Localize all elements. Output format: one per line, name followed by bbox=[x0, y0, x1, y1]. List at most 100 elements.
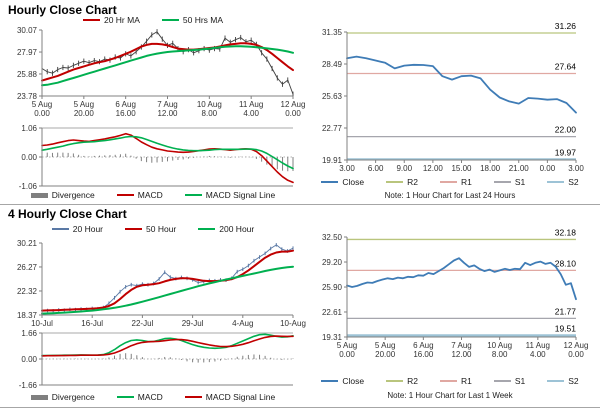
svg-text:16.00: 16.00 bbox=[413, 350, 434, 359]
line-swatch-icon bbox=[198, 228, 216, 230]
svg-text:10 Aug: 10 Aug bbox=[487, 341, 512, 350]
svg-text:10 Aug: 10 Aug bbox=[197, 100, 222, 109]
svg-text:27.64: 27.64 bbox=[555, 62, 577, 72]
hourly-macd-chart: 1.06 0.00 -1.06 bbox=[19, 124, 294, 191]
legend-item-close: Close bbox=[321, 177, 364, 187]
line-swatch-icon bbox=[547, 181, 565, 183]
svg-text:4.00: 4.00 bbox=[530, 350, 546, 359]
svg-text:0.00: 0.00 bbox=[34, 109, 50, 118]
pivot-24h-chart: 31.26 27.64 22.00 19.97 31.35 28.49 25.63 22.77… bbox=[322, 21, 584, 173]
4hourly-macd-legend: Divergence MACD MACD Signal Line bbox=[8, 392, 298, 402]
svg-text:22-Jul: 22-Jul bbox=[132, 319, 154, 328]
hourly-macd-legend: Divergence MACD MACD Signal Line bbox=[8, 190, 298, 200]
svg-text:12 Aug: 12 Aug bbox=[564, 341, 589, 350]
line-swatch-icon bbox=[439, 181, 457, 183]
svg-text:28.49: 28.49 bbox=[322, 60, 343, 69]
line-swatch-icon bbox=[184, 194, 202, 196]
legend-item-r2: R2 bbox=[386, 177, 418, 187]
pivot-24h-legend: Close R2 R1 S1 S2 bbox=[302, 177, 598, 187]
svg-text:19.91: 19.91 bbox=[322, 156, 343, 165]
legend-item-20-hr-ma: 20 Hr MA bbox=[82, 15, 140, 25]
svg-text:30.21: 30.21 bbox=[17, 239, 38, 248]
line-swatch-icon bbox=[321, 380, 339, 382]
svg-text:16-Jul: 16-Jul bbox=[81, 319, 103, 328]
svg-text:7 Aug: 7 Aug bbox=[157, 100, 177, 109]
4hourly-macd-chart: 1.66 0.00 -1.66 bbox=[19, 329, 294, 390]
legend-item-50-hrs-ma: 50 Hrs MA bbox=[161, 15, 223, 25]
line-swatch-icon bbox=[116, 396, 134, 398]
line-swatch-icon bbox=[125, 228, 143, 230]
svg-text:11 Aug: 11 Aug bbox=[526, 341, 550, 350]
line-swatch-icon bbox=[547, 380, 565, 382]
svg-text:11 Aug: 11 Aug bbox=[239, 100, 263, 109]
legend-label: 20 Hour bbox=[72, 224, 104, 234]
legend-item-s2: S2 bbox=[547, 376, 579, 386]
bottom-divider bbox=[0, 407, 600, 408]
svg-text:3.00: 3.00 bbox=[339, 164, 355, 173]
svg-text:31.35: 31.35 bbox=[322, 28, 343, 37]
svg-text:0.00: 0.00 bbox=[21, 153, 37, 162]
svg-text:12.00: 12.00 bbox=[157, 109, 178, 118]
svg-text:8.00: 8.00 bbox=[202, 109, 218, 118]
svg-text:7 Aug: 7 Aug bbox=[451, 341, 471, 350]
svg-text:20.00: 20.00 bbox=[375, 350, 396, 359]
legend-item-r2: R2 bbox=[386, 376, 418, 386]
section-title-hourly: Hourly Close Chart bbox=[8, 3, 117, 17]
svg-text:3.00: 3.00 bbox=[568, 164, 584, 173]
svg-text:21.00: 21.00 bbox=[509, 164, 530, 173]
chart-note-week: Note: 1 Hour Chart for Last 1 Week bbox=[387, 391, 513, 400]
bar-swatch-icon bbox=[30, 394, 48, 400]
legend-item-200-hour: 200 Hour bbox=[198, 224, 254, 234]
svg-text:32.18: 32.18 bbox=[555, 227, 577, 237]
legend-item-s1: S1 bbox=[493, 177, 526, 187]
svg-text:15.00: 15.00 bbox=[451, 164, 472, 173]
svg-text:25.88: 25.88 bbox=[17, 70, 38, 79]
line-swatch-icon bbox=[161, 19, 179, 21]
legend-item-divergence: Divergence bbox=[30, 190, 95, 200]
legend-item-s1: S1 bbox=[493, 376, 525, 386]
svg-text:30.07: 30.07 bbox=[17, 26, 38, 35]
legend-label: S1 bbox=[514, 177, 526, 187]
svg-text:28.10: 28.10 bbox=[555, 258, 577, 268]
svg-text:8.00: 8.00 bbox=[492, 350, 508, 359]
svg-text:32.50: 32.50 bbox=[322, 233, 343, 242]
svg-text:18.37: 18.37 bbox=[17, 311, 38, 320]
legend-label: S2 bbox=[568, 376, 579, 386]
svg-text:31.26: 31.26 bbox=[555, 21, 577, 31]
legend-label: R1 bbox=[460, 177, 472, 187]
legend-label: MACD bbox=[137, 190, 163, 200]
svg-text:25.63: 25.63 bbox=[322, 92, 343, 101]
svg-text:6.00: 6.00 bbox=[368, 164, 384, 173]
svg-text:5 Aug: 5 Aug bbox=[375, 341, 395, 350]
svg-text:5 Aug: 5 Aug bbox=[74, 100, 94, 109]
svg-text:12.00: 12.00 bbox=[451, 350, 472, 359]
legend-label: Divergence bbox=[51, 190, 95, 200]
svg-text:5 Aug: 5 Aug bbox=[32, 100, 52, 109]
line-swatch-icon bbox=[82, 19, 100, 21]
svg-text:0.00: 0.00 bbox=[540, 164, 556, 173]
legend-item-macd: MACD bbox=[116, 392, 163, 402]
line-swatch-icon bbox=[386, 380, 404, 382]
pivot-week-legend: Close R2 R1 S1 S2 bbox=[302, 376, 598, 386]
line-swatch-icon bbox=[493, 380, 511, 382]
legend-label: 50 Hour bbox=[146, 224, 177, 234]
legend-item-50-hour: 50 Hour bbox=[125, 224, 176, 234]
svg-text:20.00: 20.00 bbox=[74, 109, 95, 118]
svg-text:1.66: 1.66 bbox=[21, 329, 37, 338]
legend-item-macd-signal-line: MACD Signal Line bbox=[184, 190, 275, 200]
svg-text:29.20: 29.20 bbox=[322, 258, 343, 267]
svg-text:6 Aug: 6 Aug bbox=[115, 100, 135, 109]
svg-text:5 Aug: 5 Aug bbox=[337, 341, 357, 350]
svg-text:27.97: 27.97 bbox=[17, 48, 38, 57]
hourly-price-legend: 20 Hr MA 50 Hrs MA bbox=[8, 15, 298, 25]
svg-text:21.77: 21.77 bbox=[555, 306, 577, 316]
svg-text:10-Aug: 10-Aug bbox=[280, 319, 306, 328]
legend-item-divergence: Divergence bbox=[30, 392, 95, 402]
legend-item-r1: R1 bbox=[439, 177, 472, 187]
legend-item-r1: R1 bbox=[439, 376, 472, 386]
bar-swatch-icon bbox=[30, 192, 48, 198]
svg-text:0.00: 0.00 bbox=[21, 355, 37, 364]
svg-text:-1.06: -1.06 bbox=[19, 182, 38, 191]
svg-text:26.27: 26.27 bbox=[17, 263, 38, 272]
